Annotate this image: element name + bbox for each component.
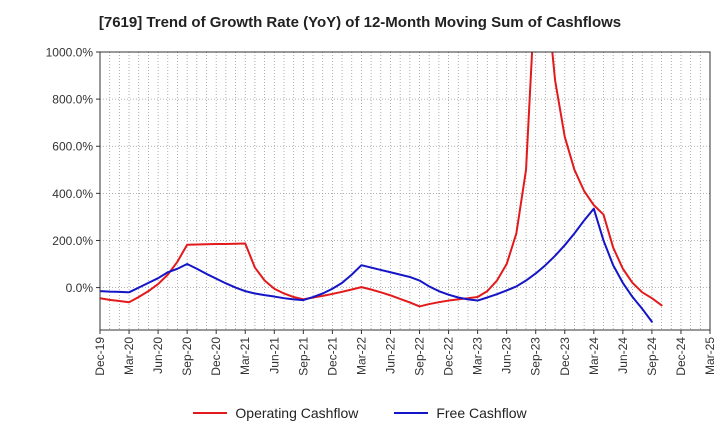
series-line-free-cashflow	[100, 207, 653, 323]
legend-item-free-cashflow: Free Cashflow	[394, 405, 527, 421]
chart-title: [7619] Trend of Growth Rate (YoY) of 12-…	[98, 14, 622, 31]
x-tick-label: Sep-20	[180, 337, 194, 376]
x-tick-label: Jun-20	[151, 337, 165, 374]
series-line-operating-cashflow	[100, 52, 663, 308]
x-tick-label: Jun-23	[500, 337, 514, 374]
x-tick-label: Dec-22	[442, 337, 456, 376]
legend-label-free-cashflow: Free Cashflow	[436, 405, 527, 421]
x-tick-label: Mar-21	[238, 337, 252, 375]
x-tick-label: Mar-23	[471, 337, 485, 375]
y-tick-label: 0.0%	[66, 281, 94, 295]
x-tick-label: Sep-24	[645, 337, 659, 376]
legend-label-operating-cashflow: Operating Cashflow	[235, 405, 359, 421]
x-tick-label: Sep-23	[529, 337, 543, 376]
x-tick-label: Dec-21	[325, 337, 339, 376]
x-axis-ticks: Dec-19 Mar-20 Jun-20 Sep-20 Dec-20 Mar-21 Jun-…	[93, 330, 717, 376]
series-lines	[100, 52, 663, 323]
x-tick-label: Dec-24	[674, 337, 688, 376]
y-tick-label: 600.0%	[52, 140, 93, 154]
y-tick-label: 800.0%	[52, 93, 93, 107]
legend-swatch-operating-cashflow	[193, 412, 228, 414]
y-tick-label: 400.0%	[52, 187, 93, 201]
plot-frame	[99, 51, 711, 331]
grid-lines	[99, 51, 711, 330]
x-tick-label: Jun-22	[383, 337, 397, 374]
x-tick-label: Sep-21	[296, 337, 310, 376]
x-tick-label: Mar-24	[587, 337, 601, 375]
x-tick-label: Mar-25	[703, 337, 717, 375]
legend-item-operating-cashflow: Operating Cashflow	[193, 405, 358, 421]
y-tick-label: 1000.0%	[46, 46, 94, 60]
y-tick-label: 200.0%	[52, 234, 93, 248]
y-axis-ticks: 0.0% 200.0% 400.0% 600.0% 800.0% 1000.0%	[46, 46, 100, 295]
x-tick-label: Mar-22	[354, 337, 368, 375]
x-tick-label: Dec-20	[209, 337, 223, 376]
x-tick-label: Sep-22	[413, 337, 427, 376]
x-tick-label: Mar-20	[122, 337, 136, 375]
legend: Operating Cashflow Free Cashflow	[0, 405, 720, 421]
x-tick-label: Dec-23	[558, 337, 572, 376]
legend-swatch-free-cashflow	[394, 412, 429, 414]
x-tick-label: Jun-24	[616, 337, 630, 374]
x-tick-label: Dec-19	[93, 337, 107, 376]
x-tick-label: Jun-21	[267, 337, 281, 374]
